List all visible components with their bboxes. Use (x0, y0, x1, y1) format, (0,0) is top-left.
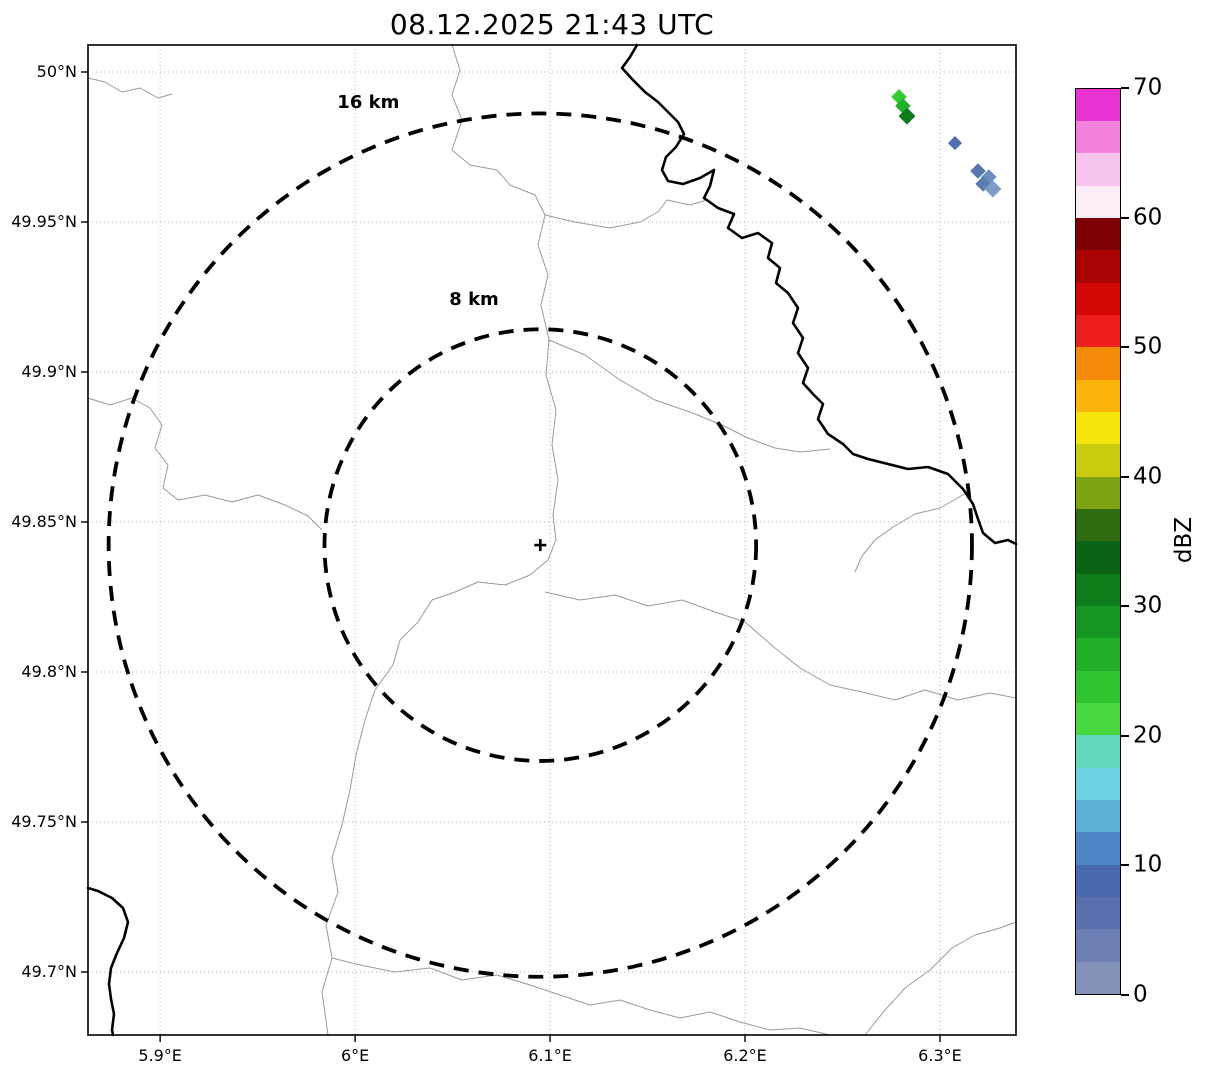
colorbar-segment (1076, 379, 1120, 413)
colorbar-segment (1076, 282, 1120, 316)
colorbar-segment (1076, 412, 1120, 445)
colorbar-tick-mark (1121, 864, 1129, 867)
colorbar-tick-mark (1121, 87, 1129, 89)
colorbar-tick-mark (1121, 346, 1129, 349)
colorbar-segment (1076, 638, 1120, 671)
y-tick-label: 49.95°N (11, 212, 77, 231)
admin-boundary (87, 397, 323, 531)
colorbar-segment (1076, 767, 1120, 801)
x-tick-label: 6.2°E (723, 1046, 767, 1065)
colorbar-tick-label: 60 (1133, 204, 1163, 231)
colorbar-segment (1076, 703, 1120, 736)
colorbar-segment (1076, 153, 1120, 186)
colorbar-segment (1076, 735, 1120, 768)
admin-boundary (544, 199, 708, 229)
radar-echo (984, 180, 1002, 198)
colorbar-tick-mark (1121, 605, 1129, 608)
colorbar-tick-label: 30 (1133, 592, 1163, 619)
colorbar-tick-label: 10 (1133, 851, 1163, 878)
radar-echo (898, 107, 916, 125)
colorbar-segment (1076, 929, 1120, 962)
colorbar-tick-label: 70 (1133, 74, 1163, 101)
admin-boundary (864, 921, 1017, 1036)
colorbar-segment (1076, 218, 1120, 251)
colorbar-segment (1076, 541, 1120, 574)
colorbar-scale (1075, 88, 1121, 995)
radar-echo (947, 136, 963, 151)
range-ring-16km (106, 111, 974, 979)
colorbar: 0 10 20 30 40 50 60 70 (1075, 74, 1162, 1007)
y-tick-label: 49.9°N (21, 362, 77, 381)
colorbar-tick-mark (1121, 216, 1129, 219)
colorbar-segment (1076, 444, 1120, 477)
x-tick-label: 6.3°E (918, 1046, 962, 1065)
x-tick-label: 6°E (341, 1046, 369, 1065)
colorbar-segment (1076, 606, 1120, 639)
colorbar-segment (1076, 509, 1120, 542)
colorbar-segment (1076, 347, 1120, 380)
colorbar-label-text: dBZ (1170, 516, 1197, 564)
colorbar-segment (1076, 315, 1120, 348)
colorbar-segment (1076, 121, 1120, 154)
country-border (86, 886, 130, 1037)
colorbar-segment (1076, 832, 1120, 865)
colorbar-tick-label: 50 (1133, 333, 1163, 360)
admin-boundary (87, 77, 173, 99)
colorbar-segment (1076, 670, 1120, 704)
range-ring-8km (322, 327, 759, 763)
y-tick-label: 49.75°N (11, 812, 77, 831)
x-tick-label: 5.9°E (138, 1046, 182, 1065)
colorbar-tick-mark (1121, 994, 1129, 996)
country-border (620, 43, 1018, 546)
y-tick-label: 49.7°N (21, 962, 77, 981)
colorbar-segment (1076, 185, 1120, 219)
admin-boundary (321, 44, 559, 1036)
y-tick-label: 49.85°N (11, 512, 77, 531)
colorbar-segment (1076, 250, 1120, 283)
colorbar-label: dBZ (1152, 504, 1207, 576)
colorbar-segment (1076, 897, 1120, 930)
colorbar-segment (1076, 573, 1120, 607)
admin-boundary (854, 491, 969, 573)
admin-boundary (548, 339, 831, 453)
colorbar-segment (1076, 864, 1120, 898)
colorbar-tick-label: 0 (1133, 981, 1148, 1008)
range-ring-label-16km: 16 km (337, 92, 399, 113)
y-tick-label: 50°N (37, 62, 77, 81)
colorbar-tick-mark (1121, 734, 1129, 737)
figure-title: 08.12.2025 21:43 UTC (389, 8, 715, 41)
x-tick-label: 6.1°E (528, 1046, 572, 1065)
admin-boundary (331, 957, 831, 1036)
y-tick-label: 49.8°N (21, 662, 77, 681)
colorbar-segment (1076, 800, 1120, 833)
colorbar-segment (1076, 476, 1120, 510)
range-ring-label-8km: 8 km (449, 289, 499, 310)
colorbar-segment (1076, 88, 1120, 122)
colorbar-segment (1076, 961, 1120, 994)
colorbar-tick-label: 20 (1133, 722, 1163, 749)
plot-frame (87, 44, 1017, 1036)
colorbar-tick-label: 40 (1133, 463, 1163, 490)
colorbar-tick-mark (1121, 475, 1129, 478)
admin-boundary (544, 591, 1017, 701)
